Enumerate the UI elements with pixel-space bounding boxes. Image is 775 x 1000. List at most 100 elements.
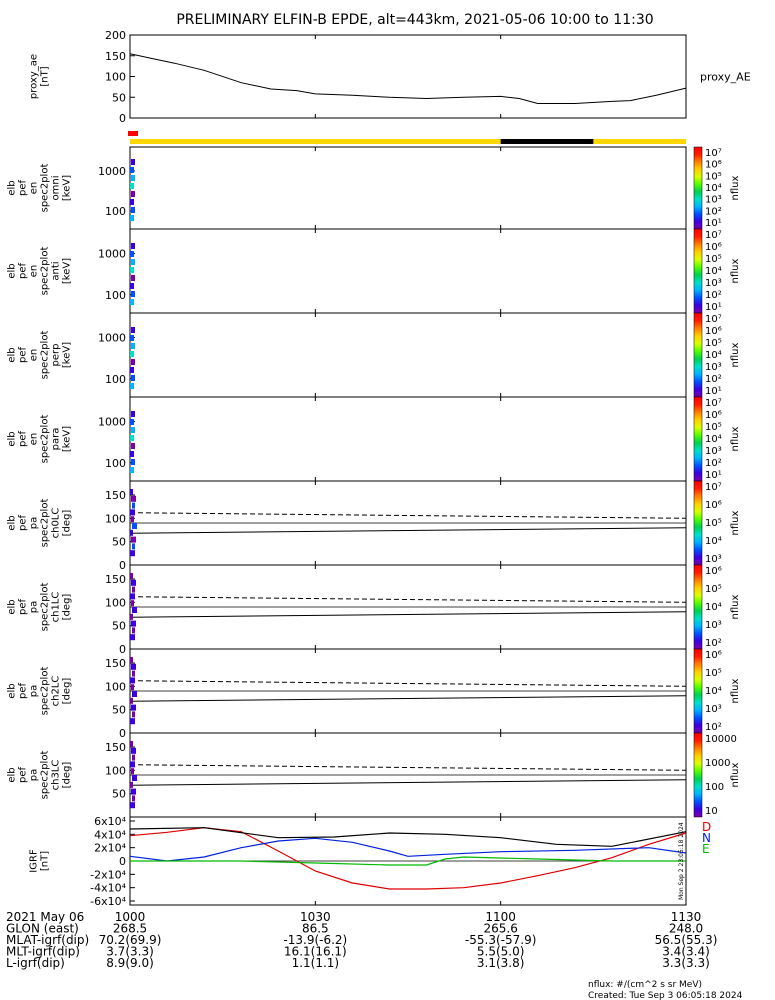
y-tick-label: 1000 bbox=[98, 332, 126, 345]
x-axis-row-value: 3.1(3.8) bbox=[477, 956, 525, 970]
colorbar-title: nflux bbox=[730, 342, 741, 367]
colorbar-tick-label: 10⁵ bbox=[705, 584, 722, 595]
y-tick-label: 50 bbox=[112, 704, 126, 717]
x-axis-row-value: 16.1(16.1) bbox=[284, 945, 347, 959]
spectrogram-pixel bbox=[132, 691, 137, 697]
spectrogram-pixel bbox=[130, 697, 133, 704]
colorbar-title: nflux bbox=[730, 258, 741, 283]
colorbar-title: nflux bbox=[730, 594, 741, 619]
y-tick-label: 6x10⁴ bbox=[94, 815, 127, 828]
spectrogram-pixel bbox=[130, 215, 134, 221]
y-axis-label-line: elb bbox=[7, 347, 18, 362]
spectrogram-pixel bbox=[131, 411, 135, 417]
spectrogram-pixel bbox=[132, 543, 135, 550]
x-axis-row-value: 268.5 bbox=[113, 922, 147, 936]
spectrogram-pixel bbox=[131, 159, 135, 165]
colorbar-tick-label: 10⁶ bbox=[705, 500, 722, 511]
colorbar-tick-label: 10⁶ bbox=[705, 160, 722, 171]
series-legend: proxy_AE bbox=[700, 71, 751, 84]
spectrogram-pixel bbox=[132, 670, 135, 677]
colorbar-tick-label: 10¹ bbox=[705, 470, 722, 481]
y-axis-label-line: en bbox=[29, 182, 40, 195]
spectrogram-pixel bbox=[131, 175, 135, 181]
x-tick-label: 1000 bbox=[115, 910, 146, 924]
spectrogram-pixel bbox=[132, 627, 135, 634]
y-axis-label-line: proxy_ae bbox=[29, 54, 40, 99]
colorbar-tick-label: 10⁷ bbox=[705, 148, 722, 159]
colorbar-tick-label: 10³ bbox=[705, 554, 722, 565]
x-axis-row-value: 5.5(5.0) bbox=[477, 945, 525, 959]
colorbar-tick-label: 10⁵ bbox=[705, 668, 722, 679]
x-axis-row-value: 3.3(3.3) bbox=[662, 956, 710, 970]
y-axis-label-line: spec2plot bbox=[40, 583, 51, 632]
y-tick-label: 200 bbox=[105, 29, 126, 42]
colorbar-tick-label: 10 bbox=[705, 806, 718, 817]
y-tick-label: 100 bbox=[105, 373, 126, 386]
spectrogram-pixel bbox=[130, 335, 134, 341]
spectrogram-pixel bbox=[130, 657, 133, 663]
spectrogram-pixel bbox=[130, 761, 135, 768]
spectrogram-pixel bbox=[130, 367, 134, 373]
y-axis-label-line: spec2plot bbox=[40, 331, 51, 380]
igrf-series-N bbox=[129, 837, 687, 862]
y-tick-label: 150 bbox=[105, 741, 126, 754]
x-axis-row-value: 265.6 bbox=[483, 922, 517, 936]
panel-frame bbox=[129, 312, 687, 398]
panel-frame bbox=[129, 34, 687, 119]
panel-elb_pef_pa_spec2plot_ch2LC: elb pef pa spec2plot ch2LC [deg] 10² 10³ 10⁴ 10⁵ 1… bbox=[7, 648, 741, 740]
panel-IGRF: IGRF [nT] -6x10⁴-4x10⁴-2x10⁴02x10⁴4x10⁴6x1… bbox=[29, 815, 712, 908]
panel-elb_pef_en_spec2plot_perp: elb pef en spec2plot perp [keV]10¹10²10³10⁴10… bbox=[7, 312, 741, 398]
y-tick-label: 150 bbox=[105, 50, 126, 63]
spectrogram-pixel bbox=[131, 243, 135, 249]
x-axis-row-value: 3.4(3.4) bbox=[662, 945, 710, 959]
colorbar-tick-label: 10³ bbox=[705, 362, 722, 373]
spectrogram-pixel bbox=[130, 419, 134, 425]
x-axis-row-value: -55.3(-57.9) bbox=[465, 933, 536, 947]
spectrogram-pixel bbox=[130, 613, 133, 620]
spectrogram-pixel bbox=[130, 267, 134, 273]
spectrogram-pixel bbox=[131, 275, 135, 281]
proxy-ae-line bbox=[129, 53, 687, 104]
colorbar-title: nflux bbox=[730, 510, 741, 535]
colorbar-tick-label: 10³ bbox=[705, 704, 722, 715]
y-axis-label-line: para bbox=[51, 428, 62, 451]
spectrogram-pixel bbox=[131, 536, 136, 543]
colorbar-tick-label: 10² bbox=[705, 374, 722, 385]
sunlight-bar bbox=[130, 139, 686, 144]
x-axis-row-label: GLON (east) bbox=[6, 922, 79, 936]
colorbar-title: nflux bbox=[730, 762, 741, 787]
created-label: Created: Tue Sep 3 06:05:18 2024 bbox=[588, 991, 743, 1000]
y-axis-label-line: pa bbox=[29, 601, 40, 613]
y-axis-label-line: [keV] bbox=[62, 426, 73, 452]
igrf-legend-E: E bbox=[702, 842, 710, 856]
colorbar-tick-label: 10⁵ bbox=[705, 171, 722, 182]
y-tick-label: 0 bbox=[119, 727, 126, 740]
spectrogram-pixel bbox=[131, 663, 136, 670]
y-axis-label-line: elb bbox=[7, 180, 18, 195]
panel-frame bbox=[129, 146, 687, 230]
colorbar bbox=[693, 146, 703, 230]
x-axis-row-label: MLAT-igrf(dip) bbox=[6, 933, 89, 947]
spectrogram-pixel bbox=[131, 788, 136, 795]
y-tick-label: 1000 bbox=[98, 416, 126, 429]
y-axis-label-line: omni bbox=[51, 176, 62, 201]
colorbar bbox=[693, 564, 703, 650]
colorbar-tick-label: 10⁴ bbox=[705, 536, 722, 547]
y-axis-label-line: spec2plot bbox=[40, 499, 51, 548]
y-axis-label-line: [keV] bbox=[62, 258, 73, 284]
spectrogram-pixel bbox=[131, 427, 135, 433]
spectrogram-pixel bbox=[130, 741, 133, 747]
y-axis-label-line: ch2LC bbox=[51, 676, 62, 707]
y-axis-label-line: pef bbox=[18, 263, 29, 280]
spectrogram-pixel bbox=[131, 747, 136, 754]
spectrogram-pixel bbox=[131, 684, 134, 691]
panel-elb_pef_en_spec2plot_omni: elb pef en spec2plot omni [keV]10¹10²10³10⁴10… bbox=[7, 146, 741, 230]
y-tick-label: 50 bbox=[112, 620, 126, 633]
spectrogram-pixel bbox=[131, 495, 136, 502]
spectrogram-pixel bbox=[130, 383, 134, 389]
loss-cone-line bbox=[129, 527, 687, 534]
colorbar-tick-label: 10⁴ bbox=[705, 266, 722, 277]
y-tick-label: 150 bbox=[105, 657, 126, 670]
x-axis-row-label: 2021 May 06 bbox=[6, 910, 84, 924]
